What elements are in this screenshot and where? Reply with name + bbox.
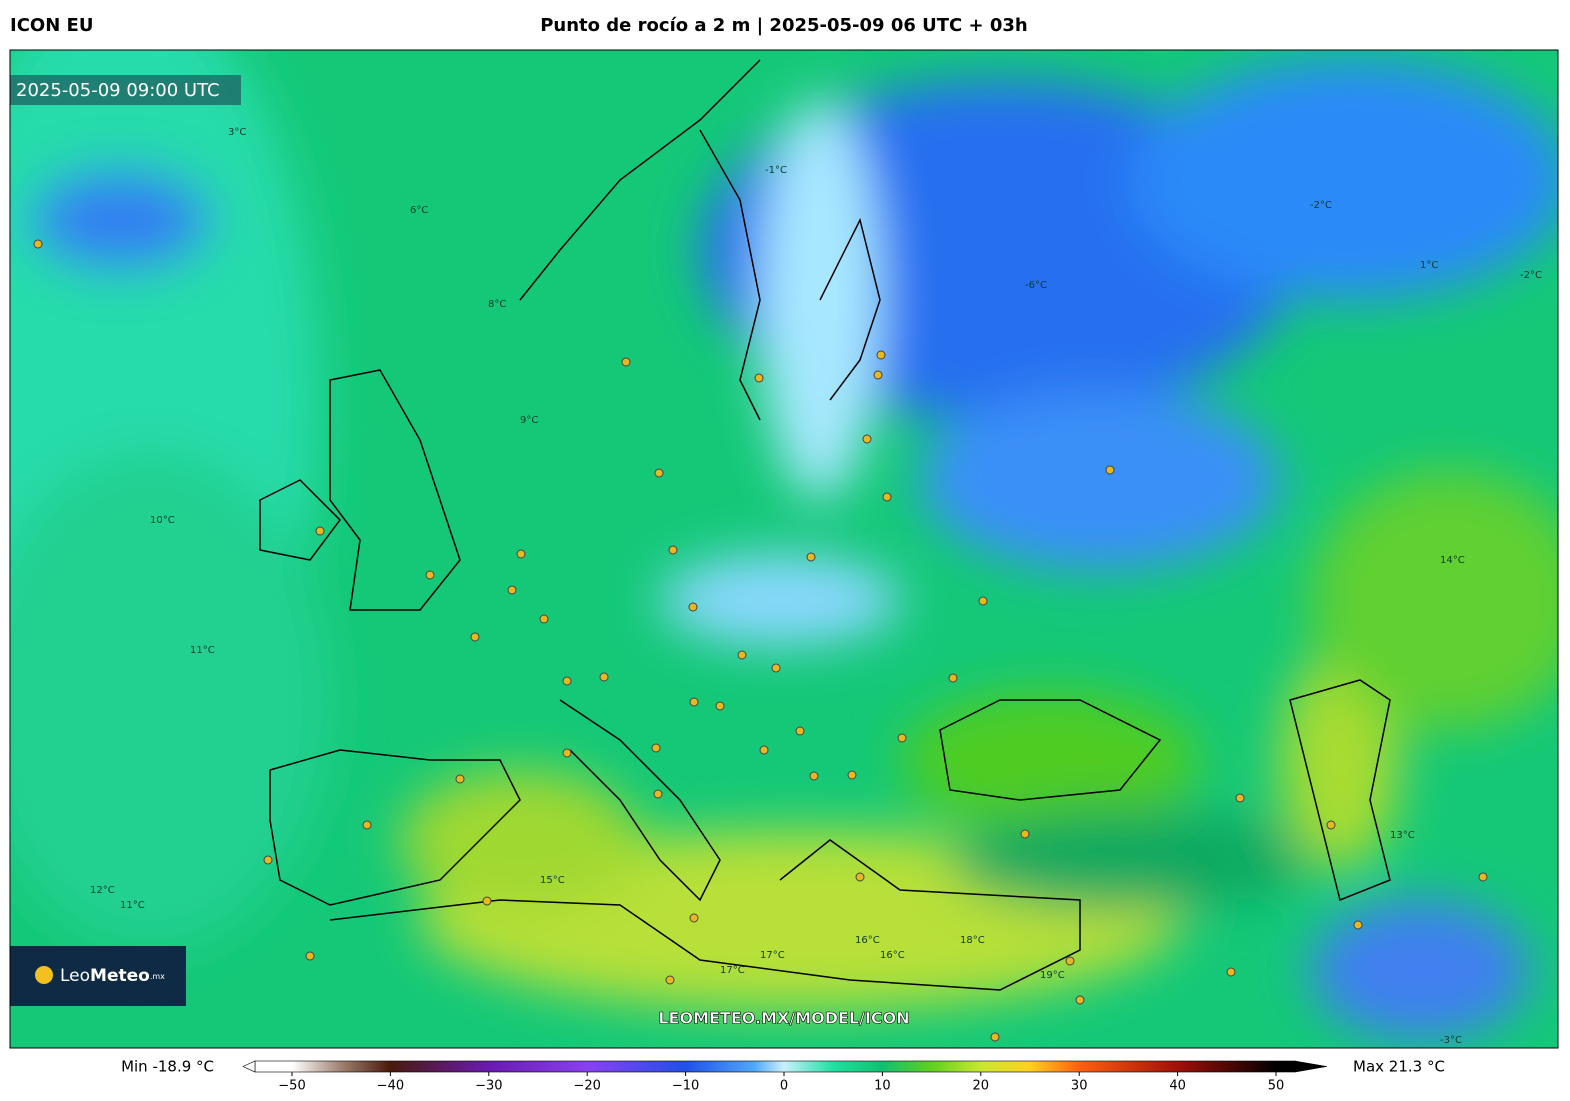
coastlines: [259, 59, 1391, 991]
contour-label: -6°C: [1025, 280, 1047, 291]
colorbar-tick-label: 50: [1268, 1079, 1285, 1094]
colorbar-tick-label: −20: [573, 1079, 600, 1094]
colorbar-tick-label: 0: [780, 1079, 788, 1094]
contour-label: 6°C: [410, 205, 428, 216]
model-name: ICON EU: [10, 15, 93, 36]
logo-sun: [35, 966, 53, 984]
field: [10, 50, 1558, 1040]
logo-text: LeoMeteo.mx: [60, 966, 165, 986]
contour-labels: 3°C 6°C 8°C 9°C 10°C 11°C 12°C 11°C 15°C 17°C 18°C…: [90, 127, 1542, 1046]
contour-label: 17°C: [720, 965, 745, 976]
colorbar-tick-label: 10: [874, 1079, 891, 1094]
logo-suffix: .mx: [150, 972, 165, 981]
logo-bold: Meteo: [90, 966, 150, 986]
contour-label: 10°C: [150, 515, 175, 526]
contour-label: 14°C: [1440, 555, 1465, 566]
colorbar-tick-label: 40: [1169, 1079, 1186, 1094]
map: 3°C 6°C 8°C 9°C 10°C 11°C 12°C 11°C 15°C 17°C 18°C…: [10, 50, 1558, 1048]
contour-label: 13°C: [1390, 830, 1415, 841]
colorbar-tick-label: −40: [377, 1079, 404, 1094]
contour-label: 18°C: [960, 935, 985, 946]
contour-label: 16°C: [855, 935, 880, 946]
colorbar-tick-label: −50: [278, 1079, 305, 1094]
city-markers: [33, 239, 1488, 1042]
colorbar-fill: [254, 1060, 1296, 1073]
colorbar-extend-high: [1294, 1060, 1328, 1073]
contour-label: 1°C: [1420, 260, 1438, 271]
contour-label: 17°C: [760, 950, 785, 961]
contour-label: -3°C: [1440, 1035, 1462, 1046]
colorbar-tick-label: −30: [475, 1079, 502, 1094]
colorbar-tick-label: 20: [973, 1079, 990, 1094]
contour-label: -1°C: [765, 165, 787, 176]
contour-label: -2°C: [1310, 200, 1332, 211]
title: Punto de rocío a 2 m | 2025-05-09 06 UTC…: [540, 15, 1028, 36]
time-box: [10, 75, 241, 105]
min-label: Min -18.9 °C: [121, 1058, 214, 1076]
contour-label: -2°C: [1520, 270, 1542, 281]
valid-time: 2025-05-09 09:00 UTC: [16, 80, 220, 101]
contour-label: 8°C: [488, 299, 506, 310]
logo-light: Leo: [60, 966, 90, 986]
contour-label: 9°C: [520, 415, 538, 426]
contour-label: 11°C: [120, 900, 145, 911]
contour-label: 3°C: [228, 127, 246, 138]
colorbar: −50 −40 −30 −20 −10 0 10 20 30 40 50: [242, 1060, 1328, 1094]
colorbar-tick-label: −10: [672, 1079, 699, 1094]
colorbar-extend-low: [242, 1060, 256, 1073]
contour-label: 15°C: [540, 875, 565, 886]
contour-label: 19°C: [1040, 970, 1065, 981]
contour-label: 12°C: [90, 885, 115, 896]
watermark: LEOMETEO.MX/MODEL/ICON: [658, 1009, 909, 1028]
max-label: Max 21.3 °C: [1353, 1058, 1445, 1076]
map-frame: [9, 49, 1559, 1049]
contour-label: 11°C: [190, 645, 215, 656]
contour-label: 16°C: [880, 950, 905, 961]
colorbar-tick-label: 30: [1071, 1079, 1088, 1094]
